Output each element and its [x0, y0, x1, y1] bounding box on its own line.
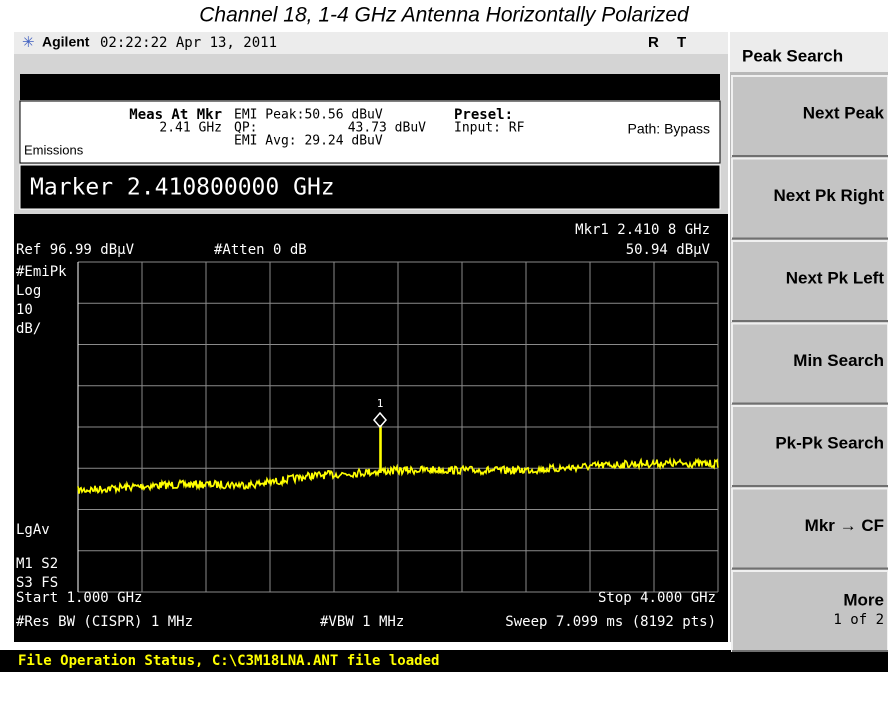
qp-label: QP: — [234, 121, 257, 136]
top-bar — [14, 32, 728, 54]
res-bw: #Res BW (CISPR) 1 MHz — [16, 614, 193, 630]
softkey[interactable] — [731, 405, 888, 487]
emi-peak: EMI Peak:50.56 dBuV — [234, 108, 383, 123]
separator — [14, 642, 888, 650]
softkey[interactable] — [731, 322, 888, 405]
presel: Presel: — [454, 107, 513, 123]
side-label: 10 — [16, 302, 33, 318]
status-bar — [0, 650, 888, 672]
softkey-label[interactable]: Min Search — [793, 351, 884, 370]
meas-freq: 2.41 GHz — [159, 121, 222, 136]
side-label: #EmiPk — [16, 264, 67, 280]
flag: S3 FS — [16, 575, 58, 591]
side-label: Log — [16, 283, 41, 299]
softkey-label[interactable]: Pk-Pk Search — [775, 433, 884, 452]
softkey-title-bg — [730, 32, 888, 72]
stop: Stop 4.000 GHz — [598, 590, 716, 606]
softkeys: Next Peak Next Pk Right Next Pk Left Min Se… — [731, 75, 888, 652]
marker-number: 1 — [377, 397, 384, 410]
status: File Operation Status, C:\C3M18LNA.ANT f… — [18, 653, 439, 669]
trace — [77, 425, 719, 495]
emi-avg: EMI Avg: 29.24 dBuV — [234, 134, 383, 149]
ref-level: Ref 96.99 dBμV — [16, 242, 135, 258]
black-strip — [20, 74, 720, 100]
softkey-label[interactable]: Mkr → CF — [805, 516, 884, 535]
title: Channel 18, 1-4 GHz Antenna Horizontally… — [199, 4, 690, 27]
softkey-label[interactable]: More — [843, 590, 884, 609]
meas-label: Meas At Mkr — [129, 107, 222, 123]
marker-entry: Marker 2.410800000 GHz — [30, 175, 335, 201]
softkey-sub[interactable]: 1 of 2 — [833, 612, 884, 628]
marker-diamond — [373, 411, 387, 429]
softkey-label[interactable]: Next Peak — [803, 103, 885, 122]
atten: #Atten 0 dB — [214, 242, 307, 258]
measurement-box — [19, 100, 721, 164]
softkey-title: Peak Search — [742, 46, 843, 65]
softkey-label[interactable]: Next Pk Left — [786, 268, 885, 287]
softkey[interactable] — [731, 570, 888, 652]
input: Input: RF — [454, 121, 525, 136]
mode: Emissions — [24, 142, 84, 157]
brand: Agilent — [42, 34, 90, 50]
softkey[interactable] — [731, 157, 888, 240]
softkey[interactable] — [731, 240, 888, 322]
qp-value: 43.73 dBuV — [348, 121, 426, 136]
vbw: #VBW 1 MHz — [320, 614, 404, 630]
lgav: LgAv — [16, 522, 50, 538]
logo: ✳ — [22, 34, 35, 51]
softkey[interactable] — [731, 487, 888, 570]
softkey-label[interactable]: Next Pk Right — [773, 186, 884, 205]
flag: M1 S2 — [16, 556, 58, 572]
start: Start 1.000 GHz — [16, 590, 142, 606]
marker-entry-box — [19, 164, 721, 210]
datetime: 02:22:22 Apr 13, 2011 — [100, 35, 277, 51]
side-label: dB/ — [16, 321, 41, 337]
path: Path: Bypass — [628, 121, 711, 137]
sweep: Sweep 7.099 ms (8192 pts) — [505, 614, 716, 630]
indicator: T — [677, 34, 686, 51]
marker-level: 50.94 dBμV — [626, 242, 711, 258]
plot-area — [14, 214, 728, 642]
indicator: R — [648, 34, 659, 51]
marker-readout: Mkr1 2.410 8 GHz — [575, 222, 710, 238]
